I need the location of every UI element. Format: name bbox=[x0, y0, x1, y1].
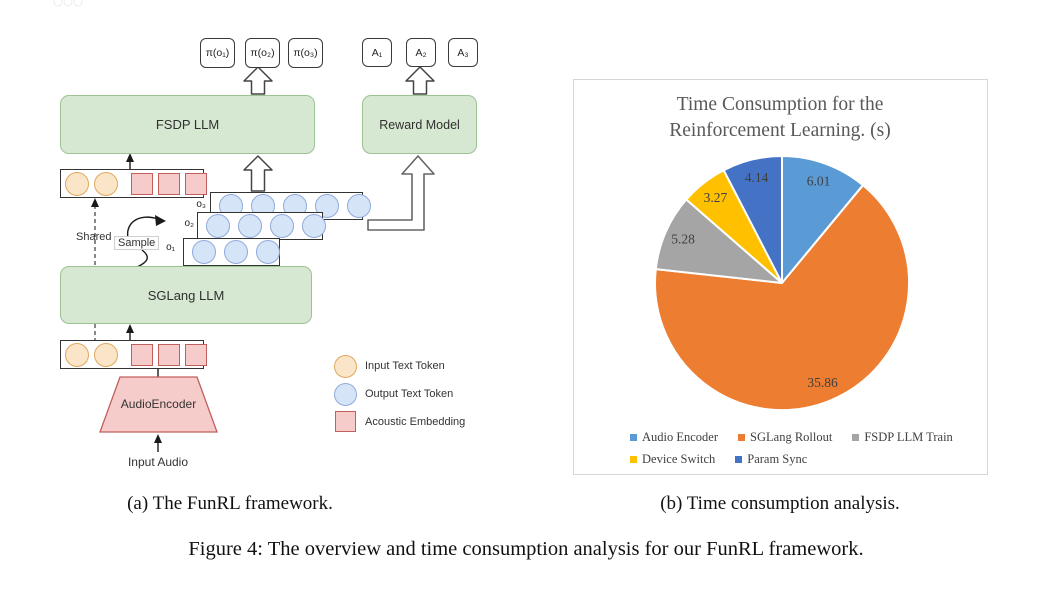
legend-label: Param Sync bbox=[747, 452, 808, 466]
pie-slice-audio-encoder bbox=[781, 155, 864, 284]
legend-input-token-icon bbox=[334, 355, 357, 378]
input-text-token-icon bbox=[65, 342, 89, 367]
output-text-token-icon bbox=[347, 194, 371, 218]
legend-acoustic-embedding-icon bbox=[335, 411, 356, 432]
pie-slice-fsdp-llm-train bbox=[654, 198, 783, 284]
pie-value-label: 5.28 bbox=[671, 232, 695, 247]
shared-arrowhead-icon bbox=[91, 198, 99, 207]
bent-arrow-to-reward-icon bbox=[367, 155, 435, 231]
diagram-connectors bbox=[53, 0, 435, 452]
output-text-token-icon bbox=[206, 214, 230, 238]
pie-chart: 6.01 35.86 5.28 3.27 4.14 bbox=[654, 155, 911, 412]
legend-output-token-label: Output Text Token bbox=[365, 388, 454, 400]
input-text-token-icon bbox=[94, 171, 118, 196]
legend-marker-icon bbox=[738, 434, 746, 441]
block-arrow-samples-to-fsdp-icon bbox=[243, 155, 273, 192]
chart-title-line2: Reinforcement Learning. (s) bbox=[669, 120, 891, 141]
pi-o3-box: π(o₃) bbox=[288, 38, 323, 68]
acoustic-embedding-icon bbox=[131, 172, 153, 195]
pie-value-label: 4.14 bbox=[745, 170, 769, 185]
input-audio-label: Input Audio bbox=[127, 455, 189, 469]
pie-legend-item-device-switch: Device Switch bbox=[630, 452, 715, 467]
legend-label: Device Switch bbox=[642, 452, 716, 466]
pie-value-label: 6.01 bbox=[807, 173, 831, 188]
input-token-row-top bbox=[60, 169, 207, 198]
legend-label: Audio Encoder bbox=[642, 430, 719, 444]
legend-marker-icon bbox=[735, 456, 743, 463]
pie-value-label: 35.86 bbox=[807, 375, 838, 390]
pie-legend-item-sglang-rollout: SGLang Rollout bbox=[738, 430, 832, 445]
subcaption-a: (a) The FunRL framework. bbox=[127, 493, 333, 514]
output-text-token-icon bbox=[238, 214, 262, 238]
pie-value-labels: 6.01 35.86 5.28 3.27 4.14 bbox=[671, 170, 838, 390]
advantage-a3-box: A₃ bbox=[448, 38, 478, 67]
legend-marker-icon bbox=[852, 434, 860, 441]
input-token-row-bottom bbox=[60, 340, 207, 369]
acoustic-embedding-icon bbox=[158, 343, 180, 366]
legend-marker-icon bbox=[630, 434, 637, 441]
legend-label: FSDP LLM Train bbox=[864, 430, 953, 444]
legend-input-token-label: Input Text Token bbox=[365, 360, 445, 372]
pie-legend-row-1: Audio Encoder SGLang Rollout FSDP LLM Trai… bbox=[630, 430, 953, 445]
o1-label: o₁ bbox=[166, 242, 175, 253]
chart-title-line1: Time Consumption for the bbox=[676, 94, 884, 115]
pie-slice-sglang-rollout bbox=[654, 184, 911, 412]
advantage-a1-box: A₁ bbox=[362, 38, 392, 67]
o3-label: o₃ bbox=[196, 199, 206, 210]
output-text-token-icon bbox=[192, 240, 216, 264]
chart-title: Time Consumption for the Reinforcement L… bbox=[593, 92, 967, 144]
output-row-o1 bbox=[183, 238, 280, 266]
block-arrow-fsdp-to-pi-icon bbox=[243, 66, 273, 95]
pie-legend-item-audio-encoder: Audio Encoder bbox=[630, 430, 718, 445]
sample-curve-down bbox=[136, 249, 148, 268]
block-arrow-reward-to-a-icon bbox=[405, 66, 435, 95]
acoustic-embedding-icon bbox=[185, 343, 207, 366]
o2-label: o₂ bbox=[184, 218, 194, 229]
output-row-o2 bbox=[197, 212, 326, 240]
corner-artifact bbox=[53, 0, 83, 7]
tokens-to-fsdp-arrowhead-icon bbox=[126, 153, 134, 162]
output-text-token-icon bbox=[224, 240, 248, 264]
shared-label: Shared bbox=[76, 231, 112, 243]
legend-marker-icon bbox=[630, 456, 637, 463]
advantage-a2-box: A₂ bbox=[406, 38, 436, 67]
legend-acoustic-embedding-label: Acoustic Embedding bbox=[365, 416, 466, 428]
acoustic-embedding-icon bbox=[185, 172, 207, 195]
legend-label: SGLang Rollout bbox=[750, 430, 833, 444]
audio-encoder-label: AudioEncoder bbox=[120, 397, 197, 411]
reward-model-box: Reward Model bbox=[362, 95, 477, 154]
sample-label: Sample bbox=[114, 236, 160, 250]
pie-slice-param-sync bbox=[722, 155, 783, 284]
input-audio-arrowhead-icon bbox=[154, 434, 162, 443]
tokens-to-sglang-arrowhead-icon bbox=[126, 324, 134, 333]
output-text-token-icon bbox=[256, 240, 280, 264]
figure-caption: Figure 4: The overview and time consumpt… bbox=[188, 538, 864, 560]
acoustic-embedding-icon bbox=[131, 343, 153, 366]
sample-arrowhead-icon bbox=[155, 215, 166, 226]
input-text-token-icon bbox=[65, 171, 89, 196]
pie-value-label: 3.27 bbox=[704, 190, 728, 205]
subcaption-b: (b) Time consumption analysis. bbox=[660, 493, 900, 514]
acoustic-embedding-icon bbox=[158, 172, 180, 195]
output-text-token-icon bbox=[302, 214, 326, 238]
pi-o2-box: π(o₂) bbox=[245, 38, 280, 68]
pie-slices bbox=[654, 155, 911, 412]
sample-curve-up bbox=[126, 216, 159, 239]
fsdp-llm-box: FSDP LLM bbox=[60, 95, 315, 154]
pie-legend-row-2: Device Switch Param Sync bbox=[630, 452, 807, 467]
output-text-token-icon bbox=[270, 214, 294, 238]
audio-encoder-trapezoid bbox=[99, 376, 218, 433]
pie-legend-item-param-sync: Param Sync bbox=[735, 452, 807, 467]
input-text-token-icon bbox=[94, 342, 118, 367]
pie-legend-item-fsdp-llm-train: FSDP LLM Train bbox=[852, 430, 953, 445]
legend-output-token-icon bbox=[334, 383, 357, 406]
sglang-llm-box: SGLang LLM bbox=[60, 266, 312, 324]
pi-o1-box: π(o₁) bbox=[200, 38, 235, 68]
